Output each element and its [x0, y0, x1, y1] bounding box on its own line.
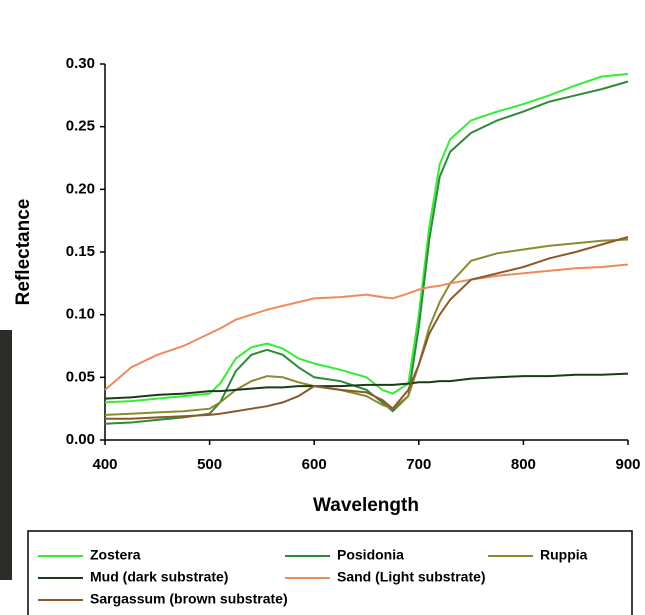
- x-tick-label: 400: [92, 456, 117, 473]
- legend-label: Zostera: [90, 547, 141, 563]
- y-tick-label: 0.30: [66, 55, 95, 72]
- series-line: [104, 263, 629, 391]
- y-axis-label: Reflectance: [13, 199, 34, 306]
- series-line: [104, 372, 629, 400]
- legend-box: [27, 530, 633, 615]
- series-line: [105, 236, 629, 420]
- x-tick-label: 600: [302, 456, 327, 473]
- series-line: [104, 73, 629, 404]
- legend-label: Sand (Light substrate): [337, 569, 486, 585]
- y-tick-label: 0.05: [66, 368, 95, 385]
- x-tick-label: 500: [197, 456, 222, 473]
- y-tick-label: 0.15: [66, 243, 95, 260]
- x-tick-label: 700: [406, 456, 431, 473]
- legend-label: Ruppia: [540, 547, 588, 563]
- x-tick-label: 900: [615, 456, 640, 473]
- x-axis-label: Wavelength: [313, 495, 419, 516]
- series-line: [104, 80, 629, 425]
- y-tick-label: 0.20: [66, 180, 95, 197]
- legend-label: Sargassum (brown substrate): [90, 591, 288, 607]
- y-tick-label: 0.25: [66, 118, 95, 135]
- y-tick-label: 0.00: [66, 431, 95, 448]
- series-line: [104, 238, 629, 416]
- legend-label: Posidonia: [337, 547, 404, 563]
- legend-label: Mud (dark substrate): [90, 569, 228, 585]
- x-tick-label: 800: [511, 456, 536, 473]
- background-photo-edge: [0, 330, 12, 580]
- y-tick-label: 0.10: [66, 306, 95, 323]
